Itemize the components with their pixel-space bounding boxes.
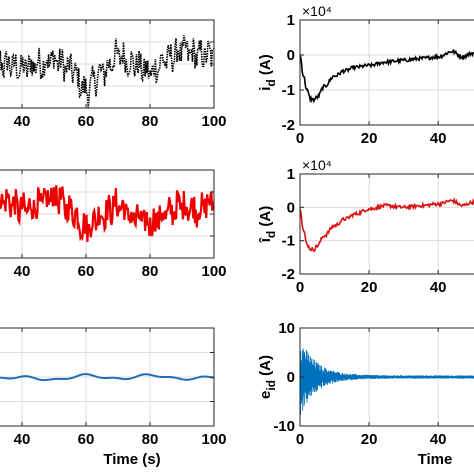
axes-frame [299,19,474,126]
x-tick-label: 60 [78,431,95,448]
y-tick-label: -1 [282,233,295,250]
x-tick-label: 0 [296,431,304,448]
y-tick-label: -10 [273,418,295,435]
x-tick-label: 100 [201,113,226,130]
y-tick-label: 1 [287,166,295,183]
x-tick-label: 80 [142,113,159,130]
axis-exponent: ×10⁴ [302,3,332,19]
x-axis-label: Time [418,451,453,468]
series-line [300,348,474,415]
y-axis-label: eid (A) [257,355,278,399]
series-line [0,373,214,382]
y-tick-label: -1 [282,82,295,99]
y-tick-label: 0 [287,369,295,386]
x-tick-label: 0 [296,130,304,147]
axes-frame [299,173,474,275]
panel-left-top: 40 60 80 100 [0,19,227,130]
x-tick-label: 40 [430,130,447,147]
y-axis-label: id (A) [257,54,278,91]
axis-exponent: ×10⁴ [302,157,332,173]
series-line [300,48,474,104]
panel-right-middle: 0 20 40 -2 -1 0 1 ×10⁴ îd (A) [257,157,474,296]
x-tick-label: 60 [78,113,95,130]
x-tick-label: 40 [14,263,31,280]
y-tick-label: 0 [287,47,295,64]
x-tick-label: 100 [201,431,226,448]
panel-left-middle: 40 60 80 100 [0,169,227,280]
x-axis-label: Time (s) [103,451,160,468]
x-tick-label: 20 [361,431,378,448]
y-tick-label: -2 [282,117,295,134]
y-tick-label: 0 [287,199,295,216]
y-axis-label: îd (A) [257,206,278,244]
x-tick-label: 0 [296,279,304,296]
x-tick-label: 40 [14,113,31,130]
series-line [0,35,214,108]
panel-right-top: 0 20 40 -2 -1 0 1 ×10⁴ id (A) [257,3,474,147]
x-tick-label: 60 [78,263,95,280]
x-tick-label: 20 [361,279,378,296]
x-tick-label: 20 [361,130,378,147]
panel-left-bottom: 40 60 80 100 Time (s) [0,327,227,468]
x-tick-label: 80 [142,263,159,280]
x-tick-label: 100 [201,263,226,280]
x-tick-label: 40 [430,279,447,296]
y-tick-label: 1 [287,12,295,29]
x-tick-label: 80 [142,431,159,448]
y-tick-label: 10 [278,320,295,337]
series-line [0,185,214,242]
x-tick-label: 40 [14,431,31,448]
x-tick-label: 40 [430,431,447,448]
series-line [300,196,474,253]
y-tick-label: -2 [282,266,295,283]
